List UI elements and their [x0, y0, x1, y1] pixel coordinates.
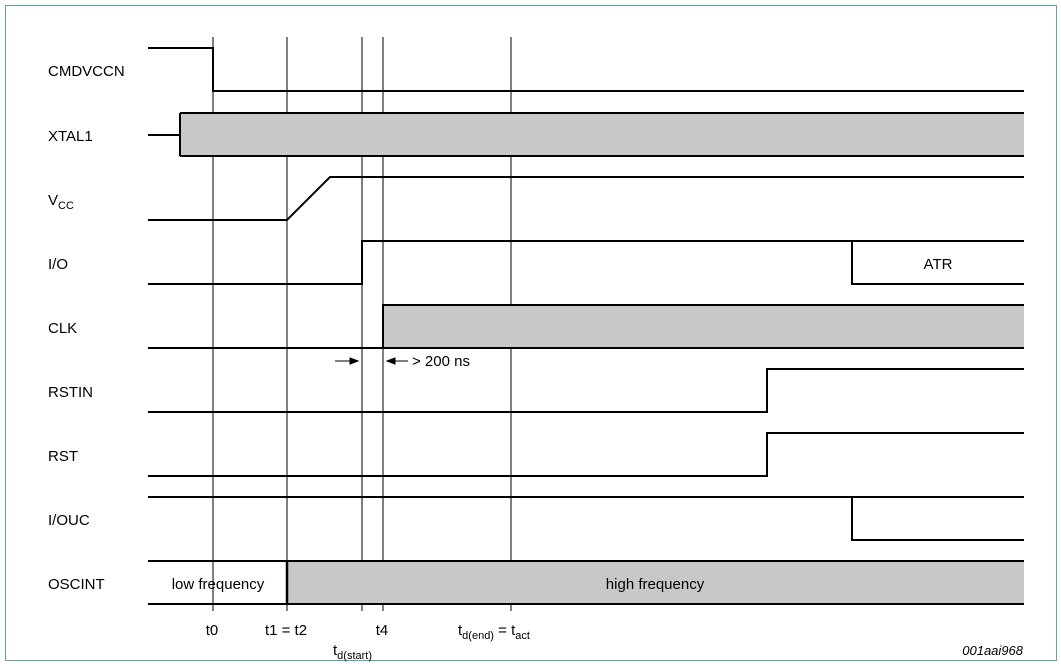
waveform-rstin	[148, 368, 1024, 413]
waveform-oscint	[148, 560, 1024, 605]
time-label-td-end: td(end) = tact	[458, 622, 530, 642]
high-frequency-label: high frequency	[606, 576, 705, 593]
label-vcc: VCC	[48, 192, 74, 212]
waveform-io	[148, 240, 1024, 285]
time-label-t4: t4	[376, 622, 389, 639]
label-clk: CLK	[48, 320, 77, 337]
label-cmdvccn: CMDVCCN	[48, 63, 125, 80]
delay-label: > 200 ns	[412, 353, 470, 370]
label-rst: RST	[48, 448, 78, 465]
delay-arrows	[335, 357, 408, 365]
time-label-t1-t2: t1 = t2	[265, 622, 307, 639]
time-label-td-start: td(start)	[333, 642, 372, 662]
label-rstin: RSTIN	[48, 384, 93, 401]
waveform-cmdvccn	[148, 47, 1024, 92]
waveform-xtal1	[148, 112, 1024, 157]
figure-id: 001aai968	[962, 643, 1023, 658]
time-label-t0: t0	[206, 622, 219, 639]
waveform-clk	[148, 304, 1024, 349]
label-io: I/O	[48, 256, 68, 273]
waveform-rst	[148, 432, 1024, 477]
label-oscint: OSCINT	[48, 576, 105, 593]
waveform-iouc	[148, 496, 1024, 541]
low-frequency-label: low frequency	[172, 576, 265, 593]
label-iouc: I/OUC	[48, 512, 90, 529]
label-xtal1: XTAL1	[48, 128, 93, 145]
atr-label: ATR	[924, 256, 953, 273]
waveform-vcc	[148, 176, 1024, 221]
